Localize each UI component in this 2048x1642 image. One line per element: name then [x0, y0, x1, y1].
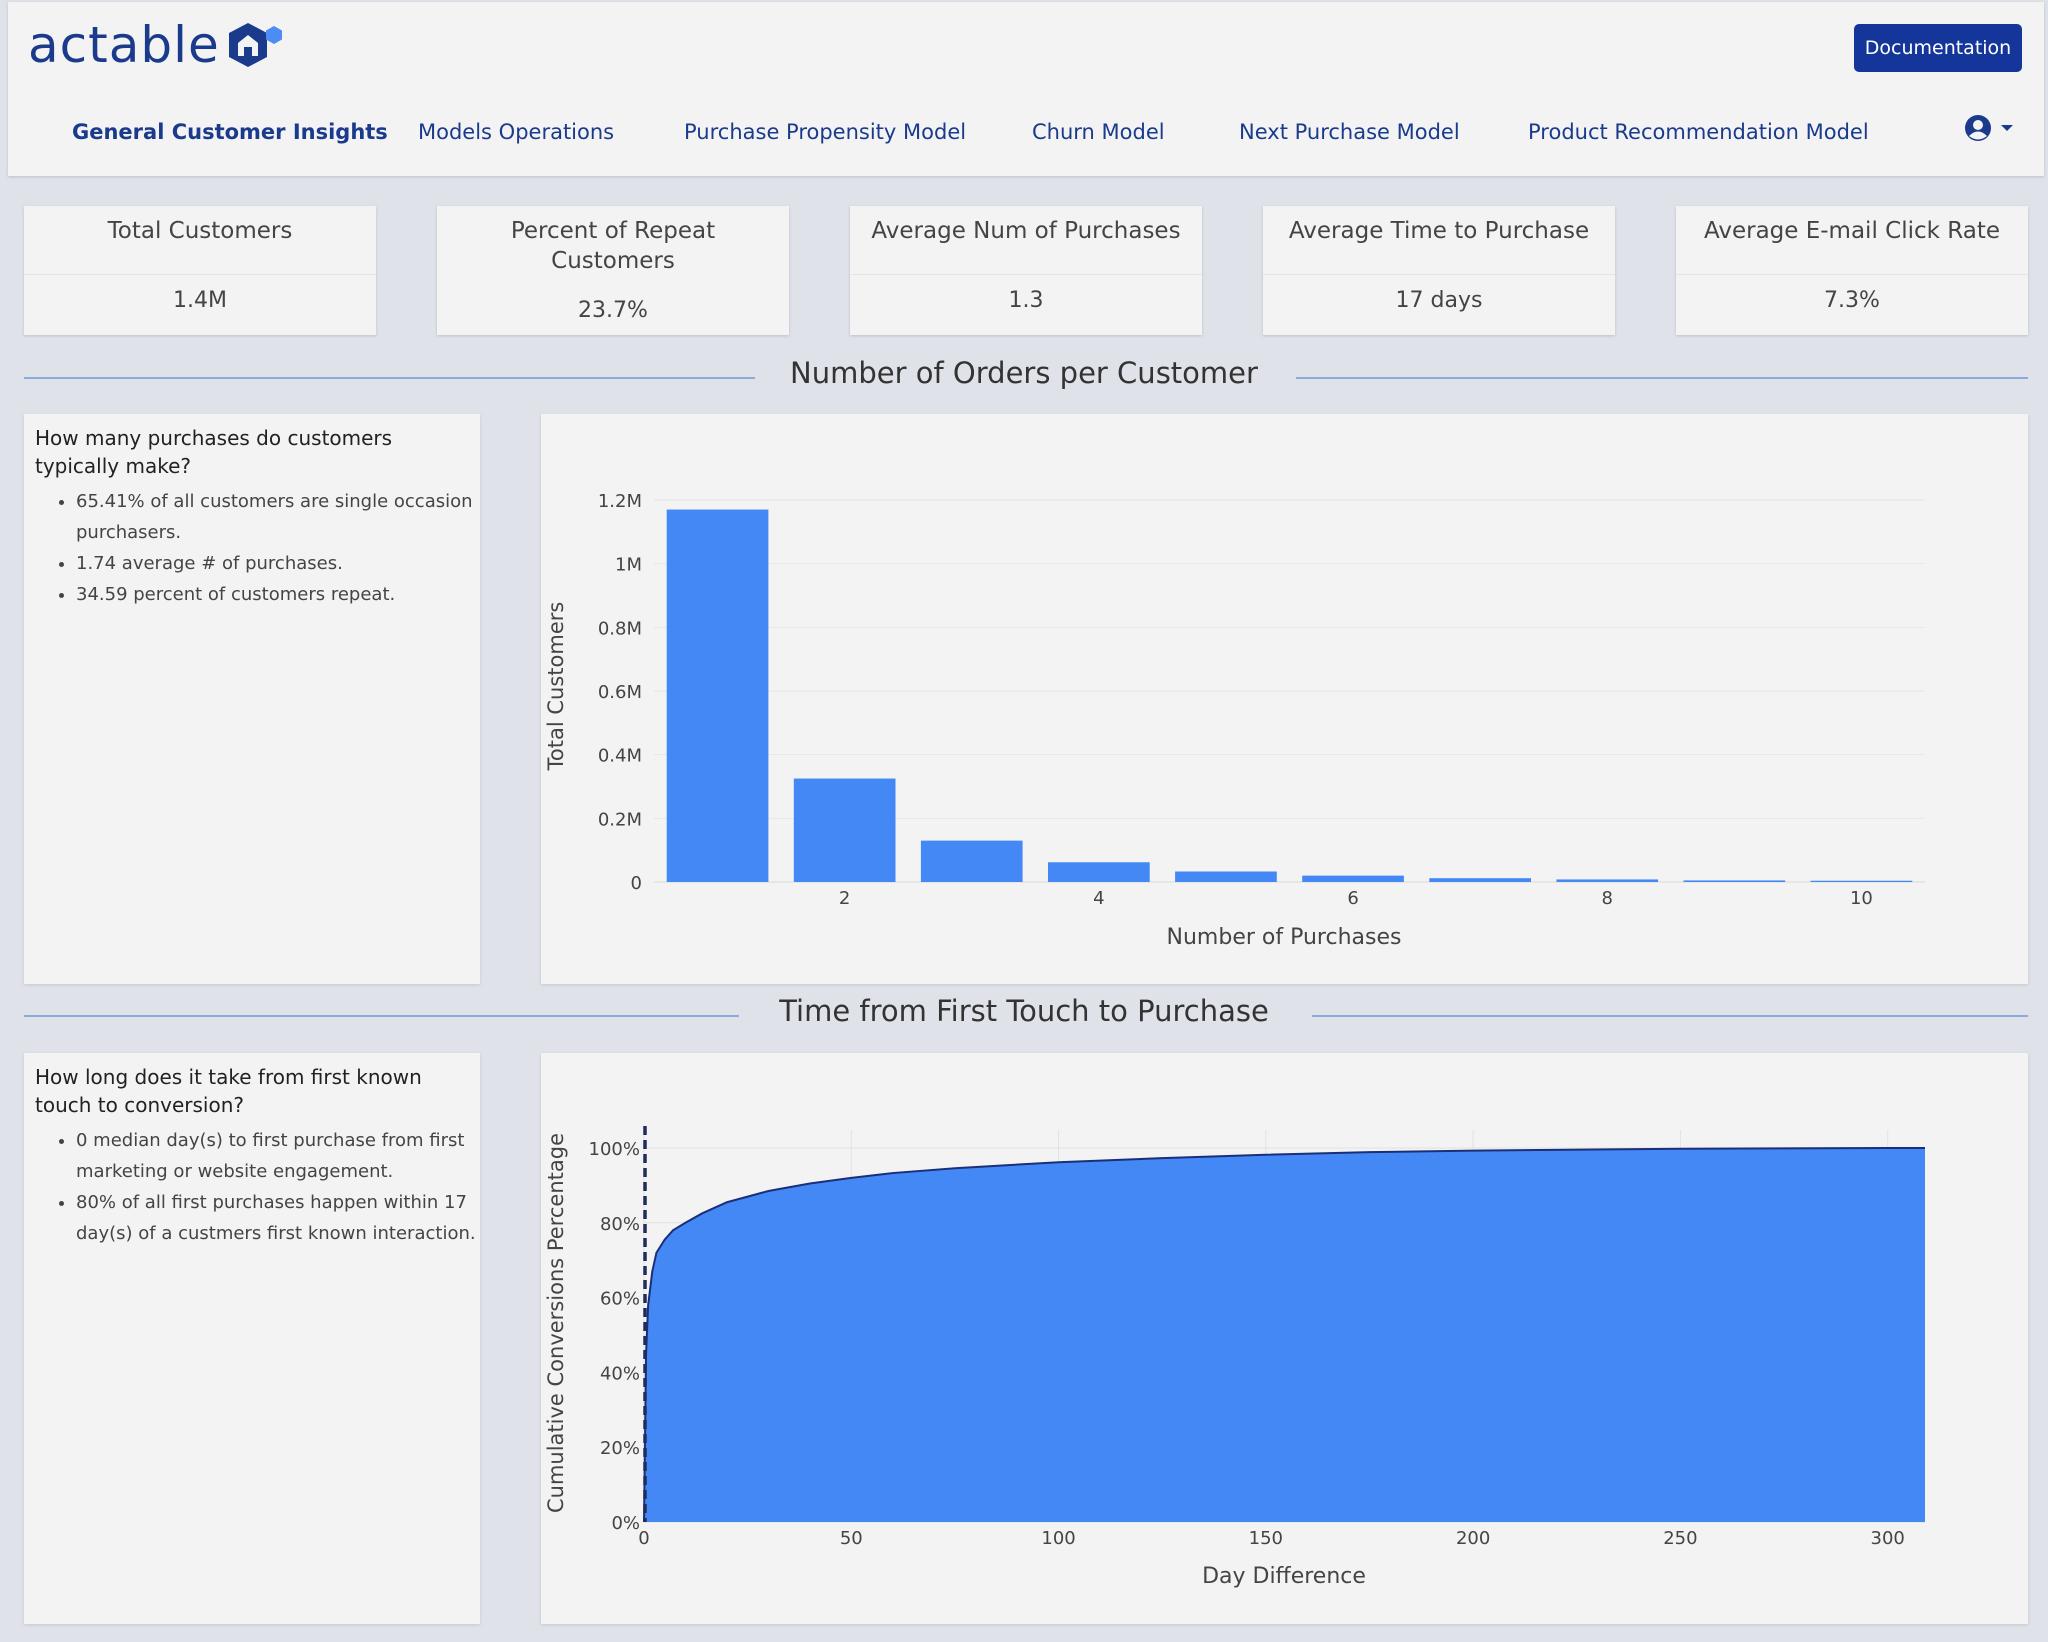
- main-nav: General Customer Insights Models Operati…: [8, 110, 2044, 154]
- x-axis-label: Day Difference: [1202, 1564, 1366, 1589]
- bar[interactable]: [1810, 880, 1913, 882]
- section-divider-right: [1296, 377, 2028, 379]
- x-tick-label: 200: [1456, 1528, 1490, 1549]
- x-tick-label: 10: [1850, 888, 1873, 909]
- kpi-value: 1.4M: [173, 288, 227, 313]
- section-divider-right: [1312, 1015, 2028, 1017]
- y-tick-label: 0.4M: [598, 746, 642, 767]
- y-tick-label: 0: [631, 873, 642, 894]
- y-tick-label: 40%: [600, 1363, 640, 1384]
- kpi-title: Average Num of Purchases: [871, 218, 1181, 244]
- y-tick-label: 60%: [600, 1289, 640, 1310]
- kpi-total-customers: Total Customers 1.4M: [24, 206, 376, 335]
- kpi-average-email-click-rate: Average E-mail Click Rate 7.3%: [1676, 206, 2028, 335]
- bar[interactable]: [920, 840, 1023, 882]
- kpi-divider: [1676, 274, 2028, 275]
- insight-question: How long does it take from first known t…: [35, 1065, 422, 1117]
- kpi-divider: [850, 274, 1202, 275]
- x-tick-label: 6: [1347, 888, 1358, 909]
- x-tick-label: 100: [1041, 1528, 1075, 1549]
- bar[interactable]: [1048, 862, 1150, 882]
- nav-models-operations[interactable]: Models Operations: [418, 120, 615, 144]
- bar[interactable]: [1556, 879, 1659, 882]
- nav-next-purchase-model[interactable]: Next Purchase Model: [1239, 120, 1460, 144]
- section-divider-left: [24, 377, 755, 379]
- orders-bar-chart: 0 0.2M 0.4M 0.6M 0.8M 1M 1.2M 2 4 6 8 10 Number of…: [544, 491, 1925, 950]
- bar[interactable]: [1302, 875, 1404, 882]
- x-tick-label: 8: [1602, 888, 1613, 909]
- insight-item: 80% of all first purchases happen within…: [76, 1187, 476, 1249]
- y-tick-label: 0.2M: [598, 809, 642, 830]
- x-axis-label: Number of Purchases: [1167, 925, 1402, 950]
- logo-text: actable: [28, 16, 220, 74]
- kpi-average-time-to-purchase: Average Time to Purchase 17 days: [1263, 206, 1615, 335]
- orders-insight-panel: How many purchases do customers typicall…: [24, 414, 480, 984]
- y-tick-label: 80%: [600, 1214, 640, 1235]
- x-tick-label: 150: [1249, 1528, 1283, 1549]
- insight-list: 65.41% of all customers are single occas…: [34, 486, 476, 610]
- insight-item: 0 median day(s) to first purchase from f…: [76, 1125, 476, 1187]
- kpi-value: 17 days: [1395, 288, 1483, 313]
- time-insight-panel: How long does it take from first known t…: [24, 1053, 480, 1624]
- y-tick-label: 0%: [611, 1513, 640, 1534]
- kpi-divider: [24, 274, 376, 275]
- kpi-value: 7.3%: [1824, 288, 1880, 313]
- caret-down-icon: [2001, 125, 2013, 131]
- kpi-title: Total Customers: [107, 218, 293, 244]
- kpi-title: Average E-mail Click Rate: [1703, 218, 2001, 244]
- hexagon-house-icon: [228, 23, 282, 67]
- cumulative-area[interactable]: [644, 1148, 1925, 1522]
- y-tick-label: 100%: [589, 1139, 640, 1160]
- orders-chart-panel: 0 0.2M 0.4M 0.6M 0.8M 1M 1.2M 2 4 6 8 10 Number of…: [541, 414, 2028, 984]
- insight-list: 0 median day(s) to first purchase from f…: [34, 1125, 476, 1249]
- x-tick-label: 300: [1871, 1528, 1905, 1549]
- x-tick-label: 50: [840, 1528, 863, 1549]
- insight-item: 65.41% of all customers are single occas…: [76, 486, 476, 548]
- kpi-divider: [1263, 274, 1615, 275]
- conversion-area-chart: 0% 20% 40% 60% 80% 100% 0 50 100 150 200 250 300 Da…: [544, 1126, 1925, 1589]
- bar[interactable]: [793, 778, 896, 882]
- cumulative-line: [643, 1147, 1925, 1523]
- bar[interactable]: [1683, 880, 1786, 882]
- insight-item: 34.59 percent of customers repeat.: [76, 579, 476, 610]
- documentation-button[interactable]: Documentation: [1854, 24, 2022, 72]
- bar[interactable]: [666, 509, 769, 882]
- y-axis-label: Total Customers: [544, 602, 568, 772]
- x-tick-label: 0: [638, 1528, 649, 1549]
- y-tick-label: 1.2M: [598, 491, 642, 512]
- bar[interactable]: [1175, 871, 1277, 882]
- y-axis-label: Cumulative Conversions Percentage: [544, 1133, 568, 1513]
- nav-product-recommendation-model[interactable]: Product Recommendation Model: [1528, 120, 1869, 144]
- section-divider-left: [24, 1015, 739, 1017]
- insight-item: 1.74 average # of purchases.: [76, 548, 476, 579]
- y-tick-label: 0.6M: [598, 682, 642, 703]
- time-chart-panel: 0% 20% 40% 60% 80% 100% 0 50 100 150 200 250 300 Da…: [541, 1053, 2028, 1624]
- y-tick-label: 20%: [600, 1438, 640, 1459]
- kpi-average-num-purchases: Average Num of Purchases 1.3: [850, 206, 1202, 335]
- x-tick-label: 2: [839, 888, 850, 909]
- kpi-value: 1.3: [1008, 288, 1044, 313]
- kpi-title: Percent of Repeat Customers: [510, 218, 716, 274]
- nav-churn-model[interactable]: Churn Model: [1032, 120, 1165, 144]
- x-tick-label: 4: [1093, 888, 1104, 909]
- y-tick-label: 0.8M: [598, 618, 642, 639]
- nav-general-customer-insights[interactable]: General Customer Insights: [72, 120, 388, 144]
- kpi-value: 23.7%: [578, 298, 648, 323]
- bar[interactable]: [1429, 878, 1531, 882]
- nav-purchase-propensity-model[interactable]: Purchase Propensity Model: [684, 120, 967, 144]
- section-title-time-to-purchase: Time from First Touch to Purchase: [779, 994, 1269, 1028]
- y-tick-label: 1M: [615, 555, 642, 576]
- section-title-orders-per-customer: Number of Orders per Customer: [790, 356, 1258, 390]
- actable-logo[interactable]: actable: [28, 20, 284, 70]
- kpi-percent-repeat-customers: Percent of Repeat Customers 23.7%: [437, 206, 789, 335]
- x-tick-label: 250: [1663, 1528, 1697, 1549]
- user-menu[interactable]: [1964, 114, 2014, 142]
- kpi-title: Average Time to Purchase: [1288, 218, 1590, 244]
- user-circle-icon: [1965, 115, 1991, 141]
- top-header: actable Documentation General Customer I…: [8, 2, 2044, 176]
- insight-question: How many purchases do customers typicall…: [35, 426, 393, 478]
